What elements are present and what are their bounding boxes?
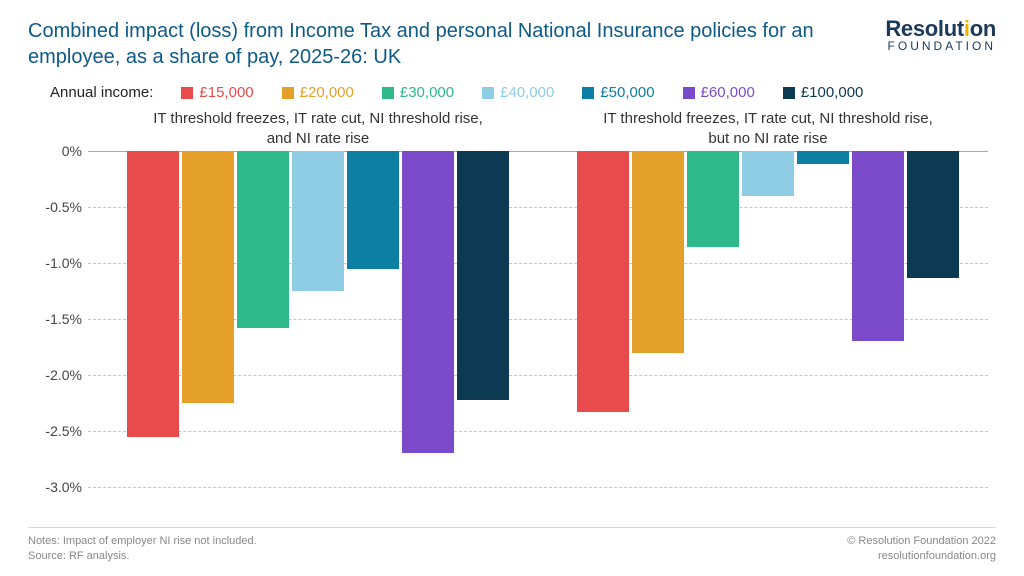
legend-swatch-icon xyxy=(482,87,494,99)
group-label-line: IT threshold freezes, IT rate cut, NI th… xyxy=(568,109,968,129)
group-label-line: IT threshold freezes, IT rate cut, NI th… xyxy=(118,109,518,129)
y-axis-label: -0.5% xyxy=(32,199,82,215)
group-label-line: but no NI rate rise xyxy=(568,129,968,149)
bar xyxy=(237,151,289,328)
y-axis-label: -1.0% xyxy=(32,255,82,271)
bar-chart: 0% -0.5% -1.0% -1.5% -2.0% -2.5% -3.0% IT thre… xyxy=(32,105,992,513)
bar xyxy=(742,151,794,196)
legend-label: £15,000 xyxy=(199,84,253,101)
legend-item: £15,000 xyxy=(181,84,253,101)
legend-title: Annual income: xyxy=(50,84,153,101)
legend-item: £40,000 xyxy=(482,84,554,101)
bar xyxy=(457,151,509,400)
legend-label: £60,000 xyxy=(701,84,755,101)
chart-title: Combined impact (loss) from Income Tax a… xyxy=(28,18,828,70)
legend-swatch-icon xyxy=(783,87,795,99)
footer-url: resolutionfoundation.org xyxy=(847,549,996,564)
group-label: IT threshold freezes, IT rate cut, NI th… xyxy=(118,109,518,148)
legend-swatch-icon xyxy=(181,87,193,99)
legend: Annual income: £15,000 £20,000 £30,000 £40,… xyxy=(50,84,996,101)
bar xyxy=(687,151,739,247)
legend-label: £30,000 xyxy=(400,84,454,101)
logo-subtitle: FOUNDATION xyxy=(885,39,996,53)
bar xyxy=(797,151,849,164)
bar xyxy=(852,151,904,341)
footer: Notes: Impact of employer NI rise not in… xyxy=(28,527,996,564)
group-label: IT threshold freezes, IT rate cut, NI th… xyxy=(568,109,968,148)
bar xyxy=(907,151,959,278)
legend-label: £40,000 xyxy=(500,84,554,101)
legend-item: £60,000 xyxy=(683,84,755,101)
legend-swatch-icon xyxy=(282,87,294,99)
legend-swatch-icon xyxy=(582,87,594,99)
grid-line xyxy=(88,487,988,488)
bar xyxy=(577,151,629,412)
bar xyxy=(347,151,399,269)
legend-swatch-icon xyxy=(382,87,394,99)
y-axis-label: -3.0% xyxy=(32,479,82,495)
legend-item: £50,000 xyxy=(582,84,654,101)
legend-label: £20,000 xyxy=(300,84,354,101)
brand-logo: Resolution FOUNDATION xyxy=(885,16,996,53)
legend-item: £30,000 xyxy=(382,84,454,101)
y-axis-label: -1.5% xyxy=(32,311,82,327)
footer-source: Source: RF analysis. xyxy=(28,549,257,564)
legend-item: £100,000 xyxy=(783,84,864,101)
legend-item: £20,000 xyxy=(282,84,354,101)
bar xyxy=(402,151,454,453)
y-axis-label: -2.0% xyxy=(32,367,82,383)
legend-label: £100,000 xyxy=(801,84,864,101)
logo-text-2: on xyxy=(970,16,996,41)
footer-notes: Notes: Impact of employer NI rise not in… xyxy=(28,534,257,549)
logo-text-1: Resolut xyxy=(885,16,964,41)
bar xyxy=(292,151,344,291)
footer-copyright: © Resolution Foundation 2022 xyxy=(847,534,996,549)
group-label-line: and NI rate rise xyxy=(118,129,518,149)
legend-swatch-icon xyxy=(683,87,695,99)
bar xyxy=(182,151,234,403)
legend-label: £50,000 xyxy=(600,84,654,101)
grid-line xyxy=(88,431,988,432)
bar xyxy=(632,151,684,353)
bar xyxy=(127,151,179,437)
y-axis-label: -2.5% xyxy=(32,423,82,439)
y-axis-label: 0% xyxy=(32,143,82,159)
plot-area xyxy=(88,151,988,487)
